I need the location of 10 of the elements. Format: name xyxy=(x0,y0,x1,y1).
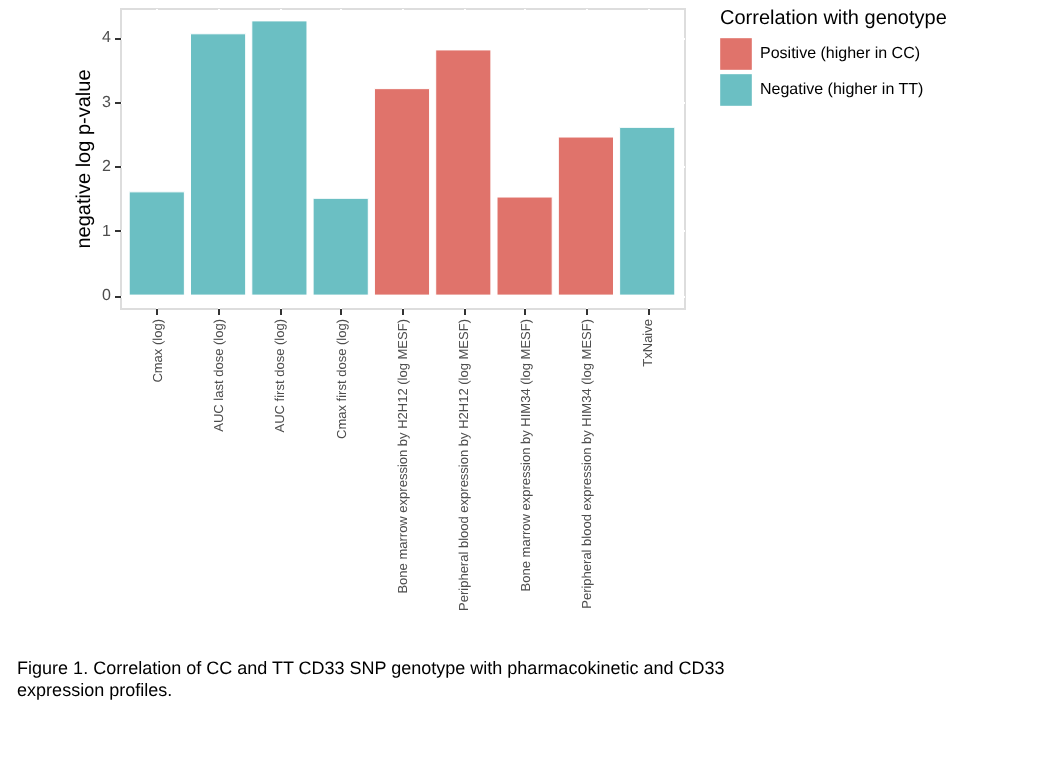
caption: Figure 1. Correlation of CC and TT CD33 SNP genotype with pharmacokinetic and CD33 expression profiles. xyxy=(17,657,725,700)
legend-title: Correlation with genotype xyxy=(720,8,948,30)
legend-label: Positive (higher in CC) xyxy=(760,44,921,62)
y-tick-label: 2 xyxy=(102,157,113,176)
y-tick-label: 4 xyxy=(102,28,113,47)
y-tick-label: 0 xyxy=(102,286,113,305)
y-tick-label: 1 xyxy=(102,221,113,240)
legend-label: Negative (higher in TT) xyxy=(760,80,924,98)
y-tick-label: 3 xyxy=(102,92,113,111)
y-axis-title: negative log p-value xyxy=(74,68,97,249)
